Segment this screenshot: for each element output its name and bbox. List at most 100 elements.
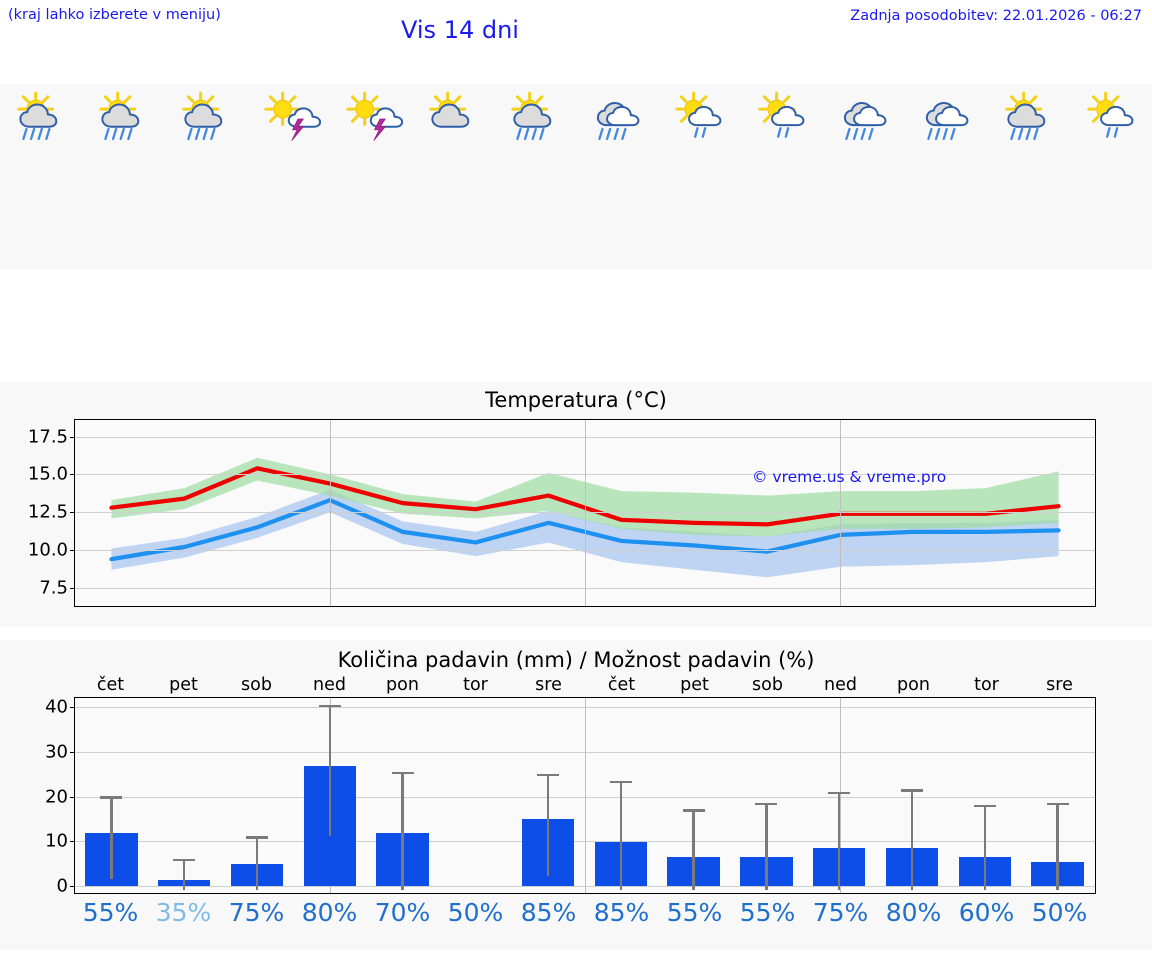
precipitation-y-axis-label: 10 [45, 830, 68, 852]
forecast-day-column[interactable] [0, 84, 82, 269]
axis-tick [70, 886, 75, 888]
precipitation-day-label: sre [1046, 675, 1073, 695]
sun-cloud-rain-icon [8, 90, 74, 142]
precipitation-error-cap-top [609, 780, 632, 783]
forecast-day-column[interactable] [905, 84, 987, 269]
temperature-plot-area: 7.5 10.0 12.5 15.0 17.5 [28, 419, 1096, 607]
precipitation-day-label: čet [607, 675, 636, 695]
precipitation-day-label: tor [974, 675, 999, 695]
forecast-day-column[interactable] [741, 84, 823, 269]
sun-cloud-rain-icon [996, 90, 1062, 142]
precipitation-probability-label: 85% [520, 898, 577, 927]
precipitation-y-axis-label: 20 [45, 786, 68, 808]
forecast-day-column[interactable] [82, 84, 164, 269]
precipitation-probability-label: 50% [1031, 898, 1088, 927]
precipitation-probability-label: 55% [82, 898, 139, 927]
precipitation-error-cap-top [100, 796, 123, 799]
precipitation-day-label: ned [824, 675, 857, 695]
precipitation-day-label: sob [752, 675, 783, 695]
precipitation-day-label: sob [241, 675, 272, 695]
location-menu-hint[interactable]: (kraj lahko izberete v meniju) [8, 7, 221, 23]
sun-cloud-thunder-icon [337, 90, 404, 142]
axis-tick [70, 751, 75, 753]
precipitation-day-label: ned [313, 675, 346, 695]
precipitation-day-label: sre [535, 675, 562, 695]
precipitation-error-bar [692, 809, 695, 890]
precipitation-error-cap-top [828, 791, 851, 795]
temperature-y-axis-label: 12.5 [27, 501, 68, 523]
precipitation-probability-label: 75% [812, 898, 869, 927]
precipitation-probability-label: 35% [155, 898, 212, 927]
precipitation-probability-label: 55% [666, 898, 723, 927]
precipitation-day-label: pet [169, 675, 198, 695]
forecast-day-column[interactable] [411, 84, 493, 269]
gridline-vertical [585, 698, 586, 893]
temperature-chart-title: Temperatura (°C) [485, 388, 667, 412]
precipitation-day-label: tor [463, 675, 488, 695]
axis-tick [70, 587, 75, 589]
precipitation-day-label: pon [386, 675, 419, 695]
gridline-vertical [585, 420, 586, 606]
precipitation-error-bar [546, 773, 550, 877]
precipitation-y-axis-label: 40 [45, 696, 68, 718]
gridline-vertical [840, 420, 841, 606]
precipitation-error-bar [401, 771, 404, 890]
precipitation-error-cap-top [391, 771, 414, 774]
axis-tick [70, 550, 75, 552]
sun-cloud-rain-icon [90, 90, 156, 142]
precipitation-probability-label: 80% [885, 898, 942, 927]
forecast-day-column[interactable] [1070, 84, 1152, 269]
cloud-rain-icon [913, 90, 979, 142]
cloud-rain-icon [831, 90, 897, 142]
precipitation-error-bar [1056, 802, 1059, 890]
precipitation-probability-label: 70% [374, 898, 431, 927]
precipitation-y-axis-label: 30 [45, 741, 68, 763]
precipitation-error-cap-top [537, 773, 560, 777]
precipitation-error-cap-top [173, 858, 196, 861]
temperature-y-axis-label: 15.0 [27, 463, 68, 485]
temperature-y-axis-label: 7.5 [39, 577, 68, 599]
daily-forecast-strip [0, 84, 1152, 269]
forecast-day-column[interactable] [494, 84, 576, 269]
precipitation-day-labels: čet pet sob ned pon tor sre čet pet sob ned pon tor s… [74, 675, 1096, 695]
axis-tick [70, 841, 75, 843]
forecast-day-column[interactable] [165, 84, 247, 269]
precipitation-error-bar [182, 858, 186, 890]
precipitation-error-cap-top [318, 704, 341, 708]
precipitation-error-bar [619, 780, 623, 890]
precipitation-plot-area: 0 10 20 30 40 [45, 696, 1096, 897]
precipitation-day-label: pon [897, 675, 930, 695]
sun-cloud-lightrain-icon [749, 90, 815, 142]
sun-cloud-lightrain-icon [1078, 90, 1144, 142]
precipitation-error-cap-top [901, 789, 924, 792]
precipitation-probability-row: 55% 35% 75% 80% 70% 50% 85% 85% 55% 55% 75% 80% 60% 5… [74, 898, 1096, 927]
axis-tick [70, 474, 75, 476]
sun-cloud-rain-icon [173, 90, 239, 142]
gridline-vertical [840, 698, 841, 893]
page-title: Vis 14 dni [401, 16, 519, 44]
precipitation-day-label: pet [680, 675, 709, 695]
forecast-day-column[interactable] [329, 84, 411, 269]
precipitation-day-label: čet [96, 675, 125, 695]
copyright-label: © vreme.us & vreme.pro [752, 468, 947, 486]
forecast-day-column[interactable] [658, 84, 740, 269]
forecast-day-column[interactable] [823, 84, 905, 269]
precipitation-error-bar [910, 789, 914, 890]
precipitation-error-cap-top [682, 809, 705, 812]
cloud-rain-icon [584, 90, 650, 142]
precipitation-probability-label: 60% [958, 898, 1015, 927]
axis-tick [70, 796, 75, 798]
precipitation-error-bar [765, 802, 768, 890]
forecast-day-column[interactable] [247, 84, 329, 269]
precipitation-error-cap-top [973, 805, 996, 808]
precipitation-probability-label: 50% [447, 898, 504, 927]
forecast-day-column[interactable] [576, 84, 658, 269]
precipitation-y-axis-label: 0 [56, 875, 68, 897]
forecast-day-column[interactable] [987, 84, 1069, 269]
precipitation-error-cap-top [755, 802, 778, 806]
axis-tick [70, 436, 75, 438]
precipitation-chart-title: Količina padavin (mm) / Možnost padavin … [337, 648, 815, 672]
sun-cloud-icon [420, 90, 486, 142]
last-updated-label: Zadnja posodobitev: 22.01.2026 - 06:27 [850, 8, 1142, 24]
